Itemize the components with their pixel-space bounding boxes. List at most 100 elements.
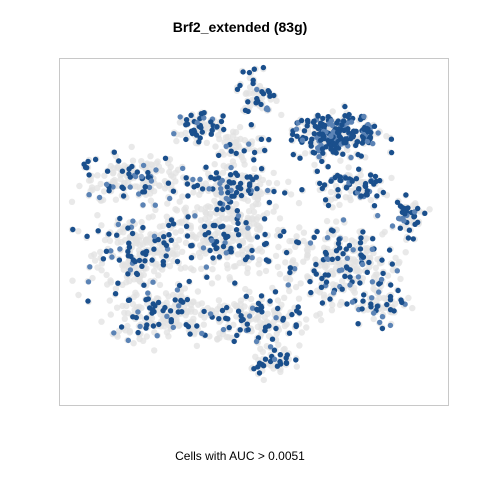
high-auc-cell-point xyxy=(246,141,252,147)
cell-point xyxy=(347,187,354,195)
high-auc-cell-point xyxy=(258,101,264,108)
high-auc-cell-point xyxy=(117,246,123,252)
high-auc-cell-point xyxy=(401,218,407,224)
high-auc-cell-point xyxy=(226,179,232,185)
high-auc-cell-point xyxy=(233,170,239,176)
high-auc-cell-point xyxy=(103,181,110,188)
high-auc-cell-point xyxy=(135,329,141,336)
high-auc-cell-point xyxy=(364,188,370,194)
high-auc-cell-point xyxy=(86,192,92,198)
high-auc-cell-point xyxy=(267,344,274,350)
high-auc-cell-point xyxy=(218,224,224,230)
high-auc-cell-point xyxy=(290,131,296,138)
cell-point xyxy=(316,310,324,317)
cell-point xyxy=(150,250,158,257)
cell-point xyxy=(206,333,213,340)
high-auc-cell-point xyxy=(402,211,408,217)
cell-point xyxy=(409,304,416,312)
high-auc-cell-point xyxy=(395,215,402,222)
cell-point xyxy=(336,201,343,208)
high-auc-cell-point xyxy=(411,214,417,220)
cell-point xyxy=(202,209,209,216)
cell-point xyxy=(129,300,137,308)
cell-point xyxy=(350,261,358,268)
high-auc-cell-point xyxy=(197,176,203,182)
high-auc-cell-point xyxy=(277,233,283,239)
high-auc-cell-point xyxy=(233,227,240,233)
cell-point xyxy=(259,176,267,184)
high-auc-cell-point xyxy=(187,331,193,337)
cell-point xyxy=(208,280,216,287)
cell-point xyxy=(275,243,282,251)
high-auc-cell-point xyxy=(198,111,205,117)
cell-point xyxy=(327,188,335,196)
high-auc-cell-point xyxy=(313,271,319,277)
cell-point xyxy=(323,262,330,270)
high-auc-cell-point xyxy=(112,291,119,297)
high-auc-cell-point xyxy=(251,366,257,372)
high-auc-cell-point xyxy=(356,166,362,172)
high-auc-cell-point xyxy=(170,324,176,331)
high-auc-cell-point xyxy=(368,304,374,310)
cell-point xyxy=(191,308,199,316)
cell-point xyxy=(200,321,207,328)
high-auc-cell-point xyxy=(339,122,345,128)
high-auc-cell-point xyxy=(199,186,206,192)
high-auc-cell-point xyxy=(319,275,325,282)
high-auc-cell-point xyxy=(148,178,155,184)
cell-point xyxy=(170,257,177,265)
high-auc-cell-point xyxy=(340,251,346,257)
cell-point xyxy=(107,162,114,170)
high-auc-cell-point xyxy=(127,174,133,180)
high-auc-cell-point xyxy=(242,256,249,263)
high-auc-cell-point xyxy=(217,200,223,206)
cell-point xyxy=(300,258,307,265)
high-auc-cell-point xyxy=(139,263,145,269)
cell-point xyxy=(293,363,300,370)
high-auc-cell-point xyxy=(250,177,256,183)
cell-point xyxy=(270,169,277,177)
cell-point xyxy=(166,262,174,270)
cell-point xyxy=(100,188,108,195)
high-auc-cell-point xyxy=(328,146,334,152)
high-auc-cell-point xyxy=(267,93,273,99)
cell-point xyxy=(198,265,205,272)
cell-point xyxy=(245,90,253,97)
cell-point xyxy=(172,206,179,213)
cell-point xyxy=(113,304,121,311)
high-auc-cell-point xyxy=(361,292,367,298)
high-auc-cell-point xyxy=(292,266,298,272)
high-auc-cell-point xyxy=(322,272,328,278)
high-auc-cell-point xyxy=(136,257,143,264)
cell-point xyxy=(128,143,135,151)
high-auc-cell-point xyxy=(194,120,200,126)
cell-point xyxy=(328,307,336,314)
high-auc-cell-point xyxy=(328,118,335,124)
high-auc-cell-point xyxy=(358,153,364,159)
high-auc-cell-point xyxy=(371,123,378,129)
cell-point xyxy=(190,189,197,196)
cell-point xyxy=(179,193,186,200)
high-auc-cell-point xyxy=(325,202,332,209)
high-auc-cell-point xyxy=(329,256,335,262)
high-auc-cell-point xyxy=(170,188,177,194)
high-auc-cell-point xyxy=(235,213,242,219)
cell-point xyxy=(203,139,210,146)
high-auc-cell-point xyxy=(145,290,151,296)
high-auc-cell-point xyxy=(176,282,183,289)
cell-point xyxy=(281,294,288,301)
high-auc-cell-point xyxy=(140,250,146,256)
high-auc-cell-point xyxy=(360,229,366,235)
cell-point xyxy=(76,182,83,190)
cell-point xyxy=(129,157,137,164)
high-auc-cell-point xyxy=(357,280,363,286)
high-auc-cell-point xyxy=(184,233,191,239)
cell-point xyxy=(348,237,355,244)
cell-point xyxy=(155,272,162,279)
cell-point xyxy=(302,150,309,157)
high-auc-cell-point xyxy=(280,315,287,322)
high-auc-cell-point xyxy=(374,303,380,309)
cell-point xyxy=(272,203,279,210)
high-auc-cell-point xyxy=(299,187,305,193)
high-auc-cell-point xyxy=(188,255,195,261)
